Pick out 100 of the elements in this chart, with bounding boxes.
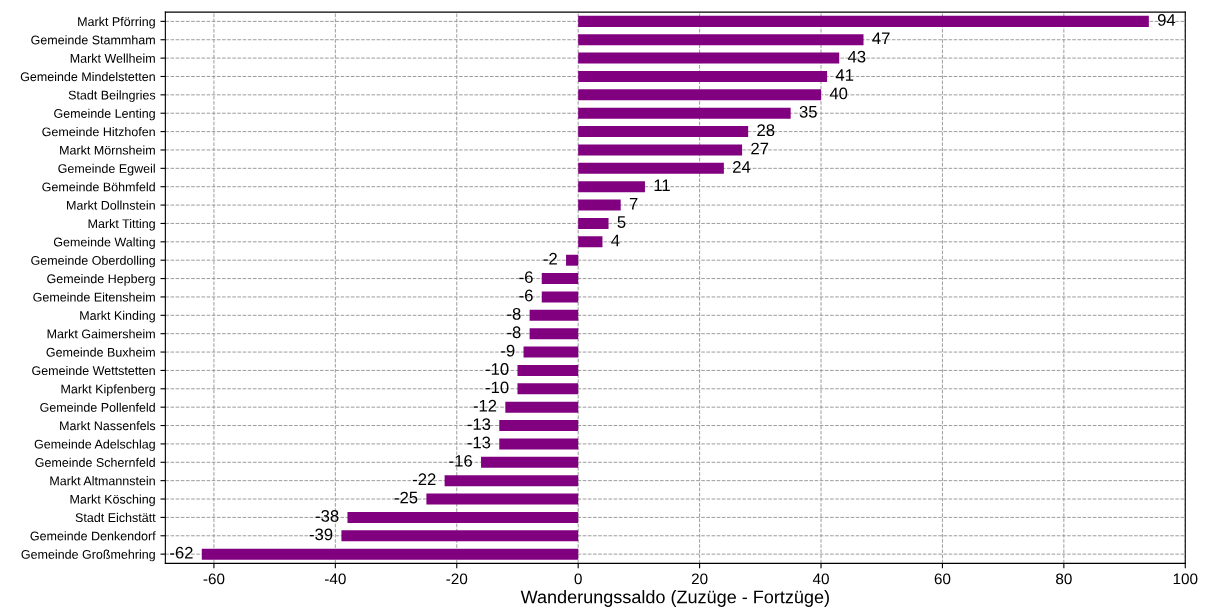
bar xyxy=(341,530,579,542)
data-label: -2 xyxy=(543,252,557,265)
y-tick-label: Markt Wellheim xyxy=(70,53,155,63)
data-label: 28 xyxy=(757,124,775,137)
y-tick-label: Gemeinde Walting xyxy=(53,237,155,249)
bar xyxy=(578,236,603,248)
data-label: 11 xyxy=(654,179,670,192)
x-tick-label: 100 xyxy=(1173,573,1198,585)
bar xyxy=(517,364,579,376)
bar xyxy=(347,511,579,523)
data-label: 7 xyxy=(629,197,638,210)
bar xyxy=(578,15,1149,27)
data-label: -13 xyxy=(467,418,491,431)
bar xyxy=(578,126,749,138)
data-label: -22 xyxy=(412,473,436,485)
bar xyxy=(578,199,621,211)
x-tick-label: 80 xyxy=(1056,573,1072,585)
bar xyxy=(201,548,579,560)
bar xyxy=(578,34,864,46)
y-tick-label: Gemeinde Adelschlag xyxy=(34,439,155,452)
data-label: -10 xyxy=(485,381,509,394)
y-tick-label: Gemeinde Hepberg xyxy=(47,274,155,286)
y-tick-label: Gemeinde Lenting xyxy=(54,108,155,121)
bar xyxy=(517,383,579,395)
bar xyxy=(499,438,579,450)
data-label: 47 xyxy=(872,32,890,45)
y-tick-label: Gemeinde Buxheim xyxy=(46,347,155,357)
x-tick-label: -40 xyxy=(324,573,346,585)
data-label: 40 xyxy=(829,87,848,100)
data-label: -6 xyxy=(519,289,533,302)
y-tick-label: Stadt Beilngries xyxy=(68,90,156,102)
bar xyxy=(578,181,645,193)
y-tick-label: Gemeinde Denkendorf xyxy=(30,531,156,541)
data-label: -13 xyxy=(467,436,491,449)
data-label: -38 xyxy=(315,510,339,522)
bar xyxy=(578,52,840,64)
bar xyxy=(578,162,724,174)
y-tick-label: Gemeinde Stammham xyxy=(31,35,155,45)
x-tick-label: 60 xyxy=(934,573,951,585)
bar xyxy=(481,456,579,468)
bar xyxy=(578,89,822,101)
data-label: 94 xyxy=(1157,14,1176,26)
y-tick-label: Gemeinde Oberdolling xyxy=(31,255,155,268)
y-tick-label: Markt Mörnsheim xyxy=(60,145,155,155)
bar xyxy=(578,70,828,82)
x-tick-label: 40 xyxy=(812,573,829,585)
data-label: 27 xyxy=(751,142,769,155)
data-label: -8 xyxy=(507,326,521,339)
data-label: -16 xyxy=(449,454,472,467)
bar xyxy=(444,475,579,487)
data-label: -8 xyxy=(507,307,521,320)
y-tick-label: Markt Kösching xyxy=(70,494,155,507)
y-tick-label: Markt Kipfenberg xyxy=(61,384,155,396)
y-tick-label: Gemeinde Eitensheim xyxy=(33,292,155,302)
y-tick-label: Markt Pförring xyxy=(78,16,155,29)
bar xyxy=(566,254,579,266)
bar xyxy=(426,493,579,505)
y-tick-label: Gemeinde Schernfeld xyxy=(35,457,155,467)
data-label: -6 xyxy=(519,271,533,284)
x-tick-label: -60 xyxy=(203,573,225,585)
bar xyxy=(578,217,609,229)
data-label: 24 xyxy=(733,161,751,173)
data-label: 5 xyxy=(617,216,626,228)
bar xyxy=(529,309,579,321)
y-tick-label: Markt Gaimersheim xyxy=(47,329,155,339)
y-tick-label: Gemeinde Hitzhofen xyxy=(42,127,155,137)
bar xyxy=(499,420,579,432)
bar xyxy=(578,107,791,119)
y-tick-label: Markt Titting xyxy=(88,218,155,231)
y-tick-label: Gemeinde Pollenfeld xyxy=(40,402,155,412)
data-label: -25 xyxy=(394,491,418,504)
bar xyxy=(541,273,579,285)
y-tick-label: Gemeinde Mindelstetten xyxy=(20,71,155,82)
data-label: -9 xyxy=(501,344,515,357)
x-tick-label: 0 xyxy=(574,573,582,585)
x-tick-label: -20 xyxy=(446,573,468,585)
data-label: 35 xyxy=(799,105,817,118)
y-tick-label: Markt Altmannstein xyxy=(50,476,155,486)
y-tick-label: Gemeinde Großmehring xyxy=(21,549,155,562)
x-tick-label: 20 xyxy=(691,573,708,585)
y-tick-label: Stadt Eichstätt xyxy=(75,512,156,523)
data-label: 41 xyxy=(835,69,854,81)
y-tick-label: Markt Dollnstein xyxy=(67,200,155,210)
bar xyxy=(578,144,743,156)
bar xyxy=(523,346,579,358)
data-label: 43 xyxy=(847,50,866,63)
y-tick-label: Markt Nassenfels xyxy=(60,421,156,431)
y-tick-label: Markt Kinding xyxy=(80,310,155,323)
y-tick-label: Gemeinde Wettstetten xyxy=(32,365,155,376)
bar xyxy=(505,401,579,413)
data-label: -39 xyxy=(309,528,333,541)
data-label: -12 xyxy=(473,399,497,412)
bar xyxy=(541,291,579,303)
data-label: 4 xyxy=(611,234,620,247)
data-label: -10 xyxy=(485,363,509,375)
bar xyxy=(529,328,579,340)
y-tick-label: Gemeinde Böhmfeld xyxy=(42,182,155,192)
data-label: -62 xyxy=(170,546,193,559)
y-tick-label: Gemeinde Egweil xyxy=(58,163,155,176)
x-axis-title: Wanderungssaldo (Zuzüge - Fortzüge) xyxy=(520,590,829,607)
